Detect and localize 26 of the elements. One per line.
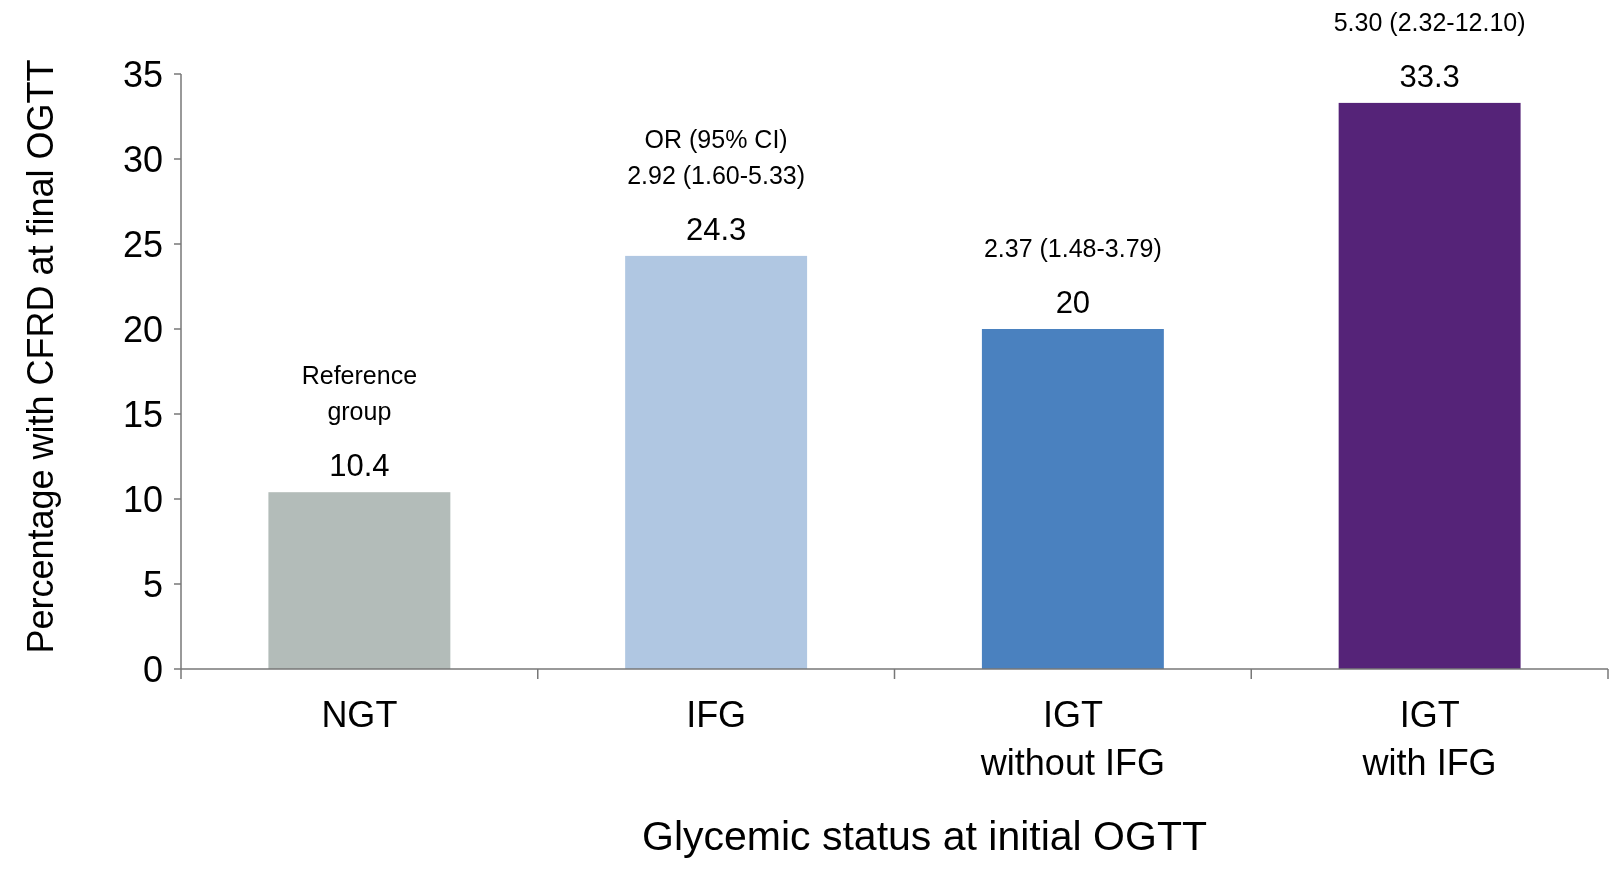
y-tick-label: 15 — [122, 393, 163, 435]
annotation: 5.30 (2.32-12.10) — [1333, 7, 1526, 36]
y-tick-label: 35 — [122, 53, 163, 95]
bar — [268, 492, 451, 669]
y-tick-label: 20 — [122, 308, 163, 350]
y-axis-title: Percentage with CFRD at final OGTT — [20, 59, 61, 654]
bar — [625, 255, 808, 669]
y-tick-label: 25 — [122, 223, 163, 265]
x-axis-title: Glycemic status at initial OGTT — [641, 813, 1208, 859]
data-label: 24.3 — [685, 211, 747, 247]
annotation: Reference group — [301, 361, 418, 426]
data-label: 33.3 — [1399, 58, 1460, 94]
x-tick-label: IGT without IFG — [979, 694, 1165, 783]
data-label: 10.4 — [329, 448, 390, 484]
y-tick-label: 0 — [142, 648, 163, 690]
y-tick-label: 5 — [142, 563, 163, 605]
bar — [1338, 102, 1521, 669]
data-label: 20 — [1055, 285, 1091, 320]
annotation: 2.37 (1.48-3.79) — [983, 234, 1162, 262]
annotation: OR (95% CI) 2.92 (1.60-5.33) — [627, 124, 806, 189]
bar — [981, 329, 1164, 669]
x-tick-label: IFG — [686, 694, 747, 735]
x-tick-label: NGT — [321, 694, 398, 735]
x-tick-label: IGT with IFG — [1361, 694, 1497, 783]
y-tick-label: 10 — [122, 478, 163, 520]
y-tick-label: 30 — [122, 138, 163, 180]
